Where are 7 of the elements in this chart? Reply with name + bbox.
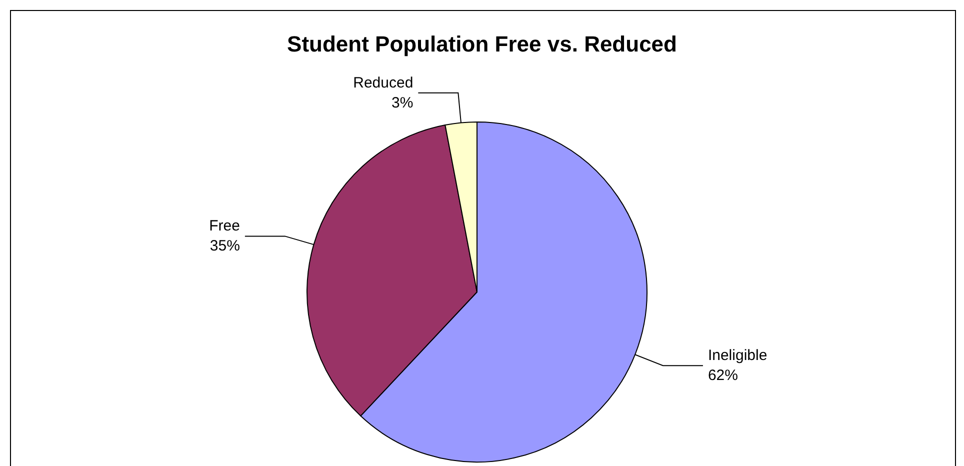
slice-label: Reduced [353, 74, 414, 92]
slice-label: Ineligible [708, 347, 768, 364]
data-label: 35% [210, 238, 240, 255]
chart-title: Student Population Free vs. Reduced [287, 32, 677, 56]
data-label: 62% [708, 367, 738, 384]
data-label: 3% [391, 94, 414, 112]
slice-label: Free [209, 218, 240, 235]
